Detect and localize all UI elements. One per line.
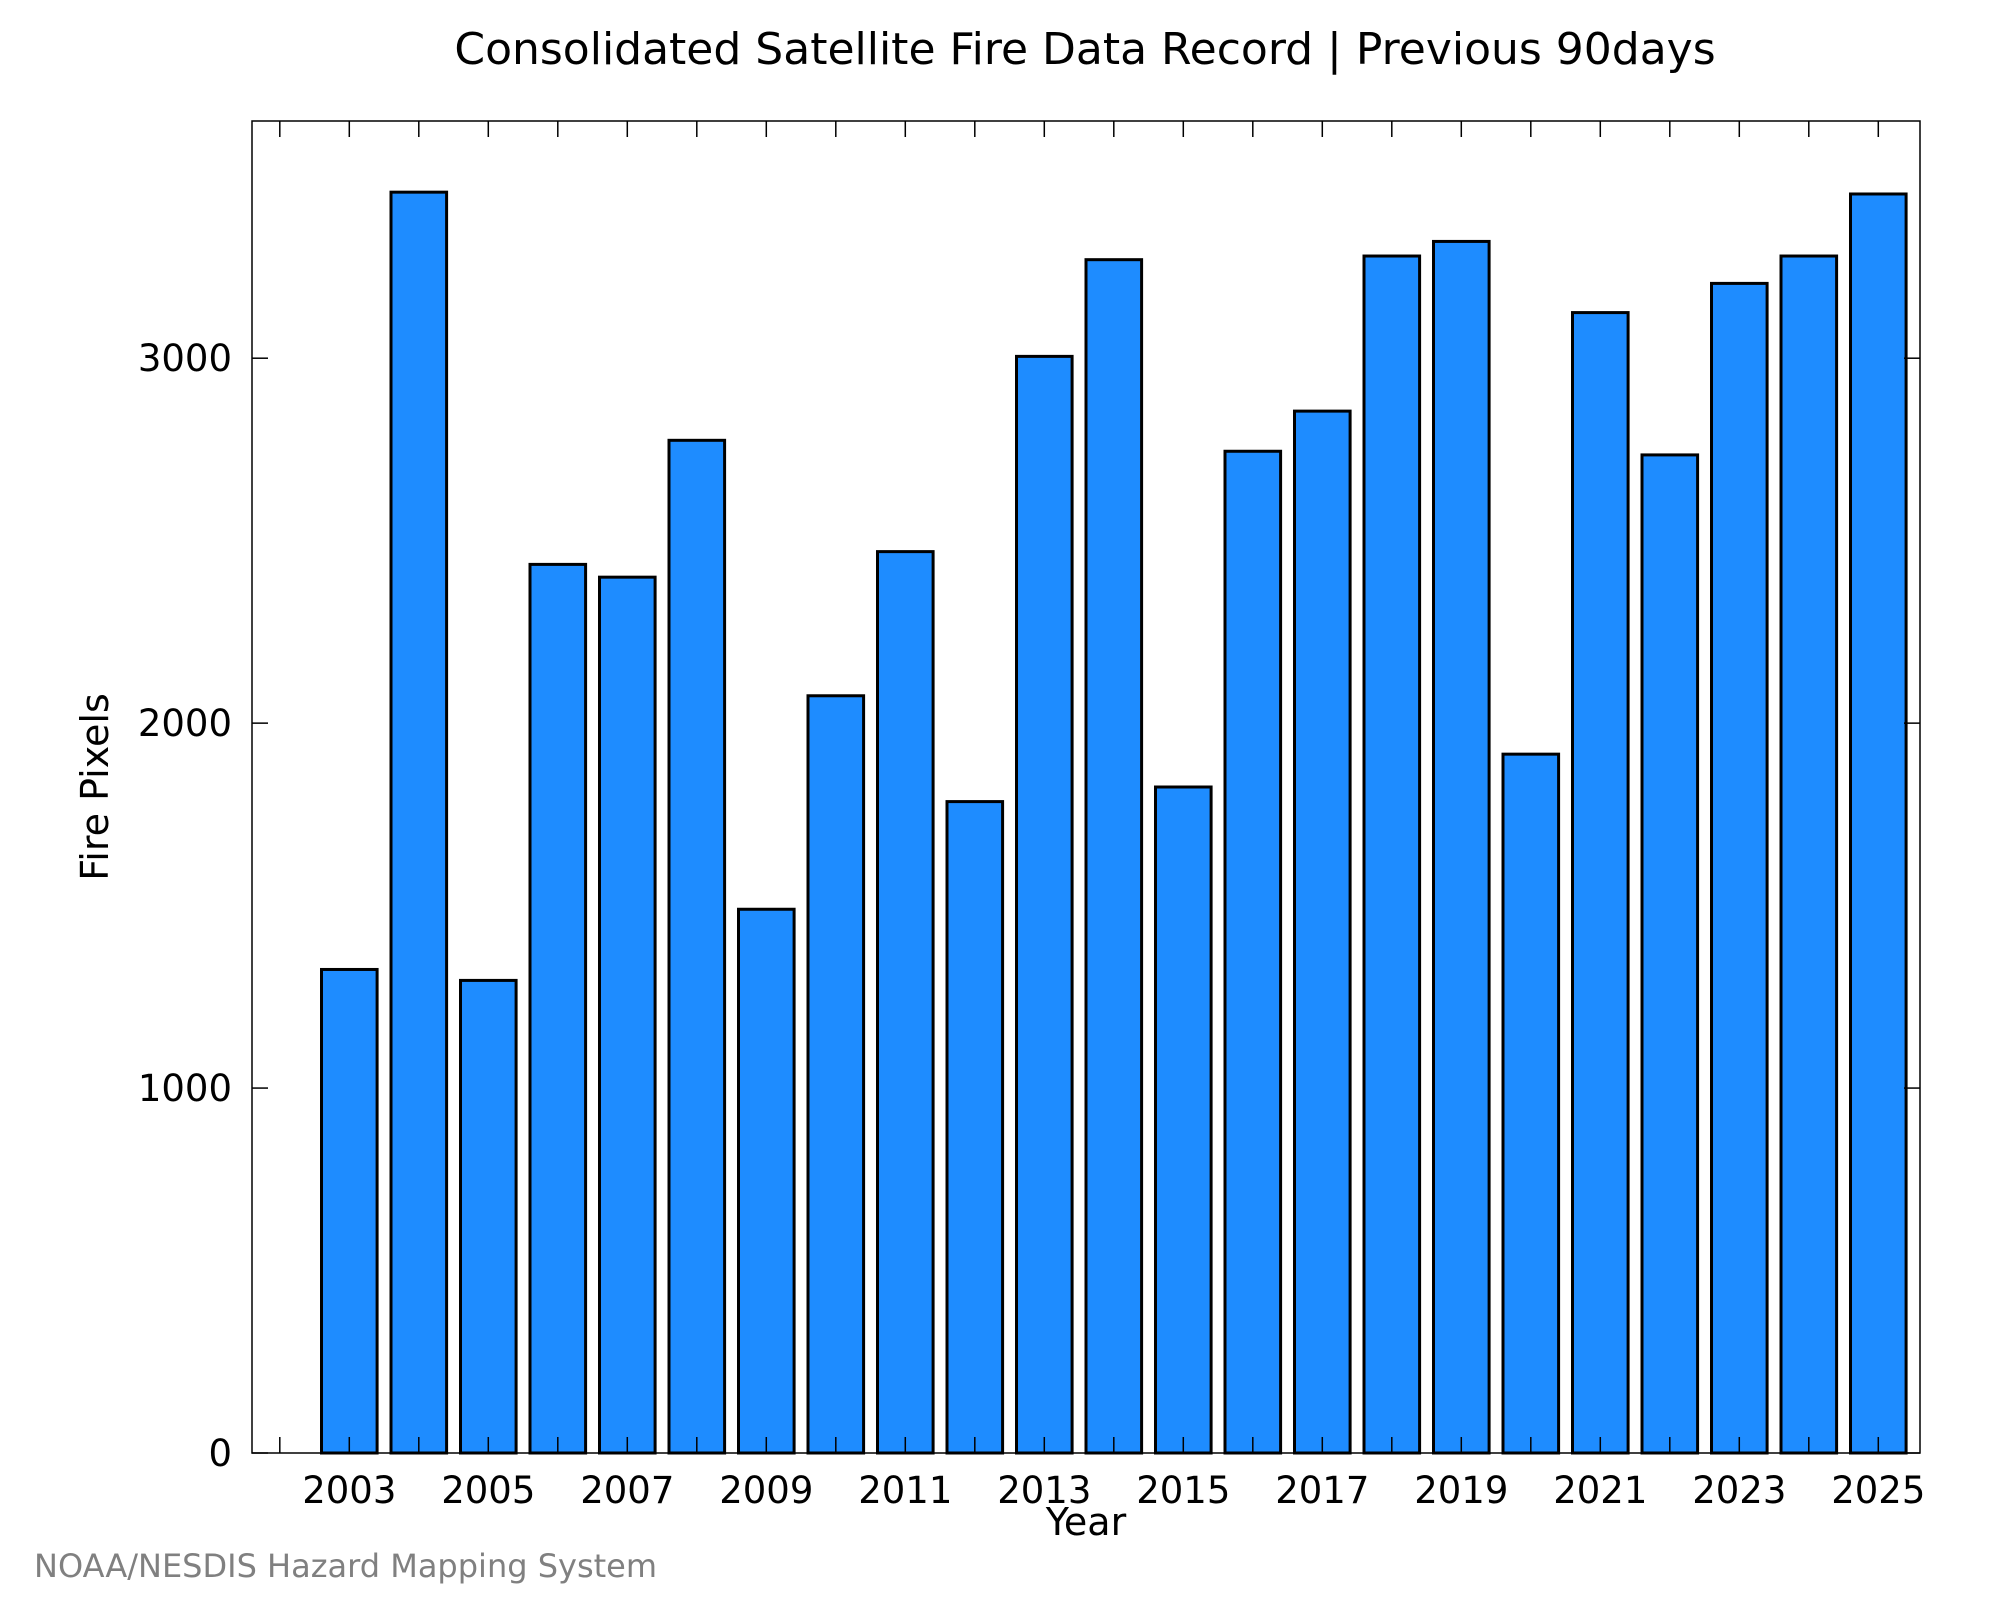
- bar-2024: [1779, 254, 1839, 1455]
- axis-tick-labels: 2003 2005 2007 2009 2011 2013 2015 2017 2019 2021…: [138, 337, 1926, 1512]
- y-tick-label-1000: 1000: [138, 1067, 232, 1110]
- bar-series: [320, 190, 1908, 1455]
- bar-2017: [1293, 409, 1352, 1455]
- x-tick-label-2021: 2021: [1553, 1469, 1647, 1512]
- x-tick-label-2023: 2023: [1692, 1469, 1786, 1512]
- bar-2009: [737, 907, 796, 1455]
- bar-2025: [1849, 192, 1908, 1455]
- bar-2021: [1571, 311, 1630, 1455]
- plot-frame: [251, 120, 1921, 1454]
- x-tick-label-2009: 2009: [719, 1469, 813, 1512]
- bar-2016: [1223, 449, 1283, 1455]
- x-axis-label: Year: [1045, 1500, 1127, 1544]
- bar-2011: [876, 550, 935, 1455]
- bar-2004: [389, 190, 449, 1455]
- bar-2007: [598, 575, 657, 1455]
- bar-2012: [945, 800, 1005, 1455]
- x-tick-label-2017: 2017: [1275, 1469, 1369, 1512]
- y-tick-label-2000: 2000: [138, 702, 232, 745]
- bar-2014: [1084, 258, 1144, 1455]
- y-tick-label-0: 0: [208, 1432, 232, 1475]
- bar-2018: [1362, 254, 1422, 1455]
- bar-2023: [1710, 281, 1769, 1455]
- x-tick-label-2007: 2007: [580, 1469, 674, 1512]
- bar-2013: [1015, 354, 1074, 1455]
- bar-2008: [667, 438, 727, 1455]
- bar-2022: [1640, 453, 1700, 1455]
- bar-2015: [1154, 785, 1213, 1455]
- axis-ticks: [252, 121, 1920, 1454]
- bar-2019: [1432, 239, 1491, 1455]
- bar-2006: [528, 562, 588, 1455]
- x-tick-label-2019: 2019: [1414, 1469, 1508, 1512]
- bar-2010: [806, 694, 866, 1455]
- x-tick-label-2015: 2015: [1136, 1469, 1230, 1512]
- chart-title: Consolidated Satellite Fire Data Record …: [454, 24, 1715, 75]
- source-credit: NOAA/NESDIS Hazard Mapping System: [34, 1547, 657, 1585]
- y-axis-label: Fire Pixels: [73, 693, 117, 881]
- x-tick-label-2003: 2003: [302, 1469, 396, 1512]
- bar-2005: [459, 978, 518, 1455]
- bar-2003: [320, 967, 379, 1455]
- x-tick-label-2011: 2011: [858, 1469, 952, 1512]
- y-tick-label-3000: 3000: [138, 337, 232, 380]
- x-tick-label-2005: 2005: [441, 1469, 535, 1512]
- x-tick-label-2013: 2013: [997, 1469, 1091, 1512]
- x-tick-label-2025: 2025: [1831, 1469, 1925, 1512]
- bar-2020: [1501, 752, 1561, 1455]
